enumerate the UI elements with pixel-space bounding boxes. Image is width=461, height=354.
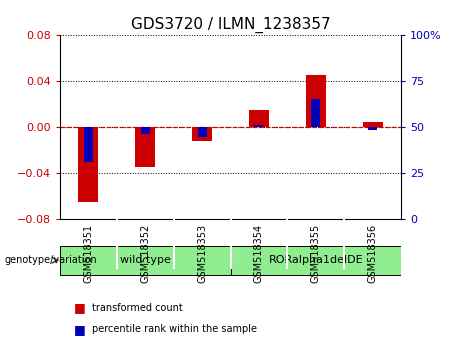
Text: wild type: wild type	[120, 255, 171, 264]
Text: RORalpha1delDE: RORalpha1delDE	[268, 255, 363, 264]
Text: GSM518351: GSM518351	[83, 223, 94, 282]
Bar	[141, 127, 150, 134]
Text: genotype/variation: genotype/variation	[5, 255, 97, 265]
Text: transformed count: transformed count	[92, 303, 183, 313]
Text: GSM518356: GSM518356	[367, 223, 378, 282]
FancyBboxPatch shape	[60, 246, 230, 275]
Bar	[249, 110, 269, 127]
Text: ■: ■	[74, 302, 85, 314]
Text: GSM518354: GSM518354	[254, 223, 264, 282]
Text: GSM518352: GSM518352	[140, 223, 150, 283]
Title: GDS3720 / ILMN_1238357: GDS3720 / ILMN_1238357	[130, 16, 331, 33]
FancyBboxPatch shape	[230, 246, 401, 275]
Bar	[84, 127, 93, 162]
Bar	[368, 127, 377, 130]
Bar	[192, 127, 212, 141]
Bar	[363, 122, 383, 127]
Text: ■: ■	[74, 323, 85, 336]
Text: GSM518355: GSM518355	[311, 223, 321, 283]
Bar	[254, 125, 264, 127]
Text: GSM518353: GSM518353	[197, 223, 207, 282]
Bar	[78, 127, 98, 202]
Text: percentile rank within the sample: percentile rank within the sample	[92, 324, 257, 334]
Bar	[197, 127, 207, 137]
Bar	[135, 127, 155, 167]
Bar	[306, 75, 326, 127]
Bar	[311, 99, 320, 127]
